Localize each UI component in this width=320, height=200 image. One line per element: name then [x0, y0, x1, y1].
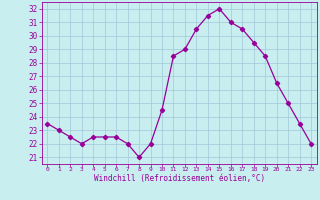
X-axis label: Windchill (Refroidissement éolien,°C): Windchill (Refroidissement éolien,°C): [94, 174, 265, 183]
